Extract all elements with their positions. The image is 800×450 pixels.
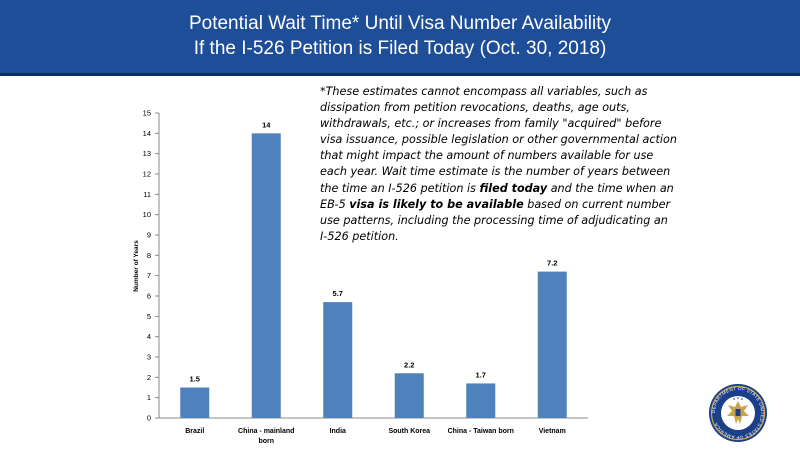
bar [466,383,496,418]
bar [323,302,353,418]
seal-gold-ring [710,385,766,441]
seal-stars [733,397,743,400]
department-of-state-seal-icon: DEPARTMENT OF STATE UNITED STATES OF AME… [709,384,767,442]
y-tick-label: 15 [143,109,151,118]
bar [251,133,281,419]
y-tick-label: 11 [143,190,151,199]
bar [537,271,567,418]
category-label: Vietnam [539,428,566,435]
data-label: 2.2 [404,360,414,369]
data-label: 5.7 [333,289,343,298]
slide-title-line-2: If the I-526 Petition is Filed Today (Oc… [193,38,607,59]
category-label: Brazil [185,428,204,435]
y-tick-label: 7 [147,271,151,280]
y-tick-label: 5 [147,312,151,321]
y-tick-label: 14 [143,129,151,138]
y-axis-label: Number of Years [133,240,140,292]
category-label: South Korea [388,428,430,435]
category-label: China - mainland [238,428,294,435]
y-tick-label: 1 [147,393,151,402]
y-tick-label: 2 [147,373,151,382]
y-tick-label: 6 [147,292,151,301]
footnote-text: *These estimates cannot encompass all va… [320,84,678,245]
footnote-part-1: *These estimates cannot encompass all va… [320,85,677,195]
category-label: India [330,428,346,435]
category-label: China - Taiwan born [448,428,514,435]
data-label: 1.7 [476,370,486,379]
bar [180,387,210,418]
title-banner: Potential Wait Time* Until Visa Number A… [0,0,800,76]
y-tick-label: 0 [147,414,151,423]
y-tick-label: 12 [143,170,151,179]
footnote-bold-2: visa is likely to be available [349,197,524,211]
y-tick-label: 4 [147,332,151,341]
data-label: 7.2 [547,259,557,268]
footnote-part-3: based on current number use patterns, in… [320,197,671,243]
bar [394,373,424,418]
footnote-part-2: and the time when an EB-5 [320,181,674,211]
seal-shield [735,409,741,416]
data-label: 14 [262,120,271,129]
y-tick-label: 3 [147,353,151,362]
y-tick-label: 10 [143,210,151,219]
footnote-bold-1: filed today [479,181,548,195]
data-label: 1.5 [190,375,200,384]
slide-title-line-1: Potential Wait Time* Until Visa Number A… [188,13,612,34]
y-tick-label: 13 [143,149,151,158]
category-label: born [258,438,274,445]
y-tick-label: 9 [147,231,151,240]
y-tick-label: 8 [147,251,151,260]
